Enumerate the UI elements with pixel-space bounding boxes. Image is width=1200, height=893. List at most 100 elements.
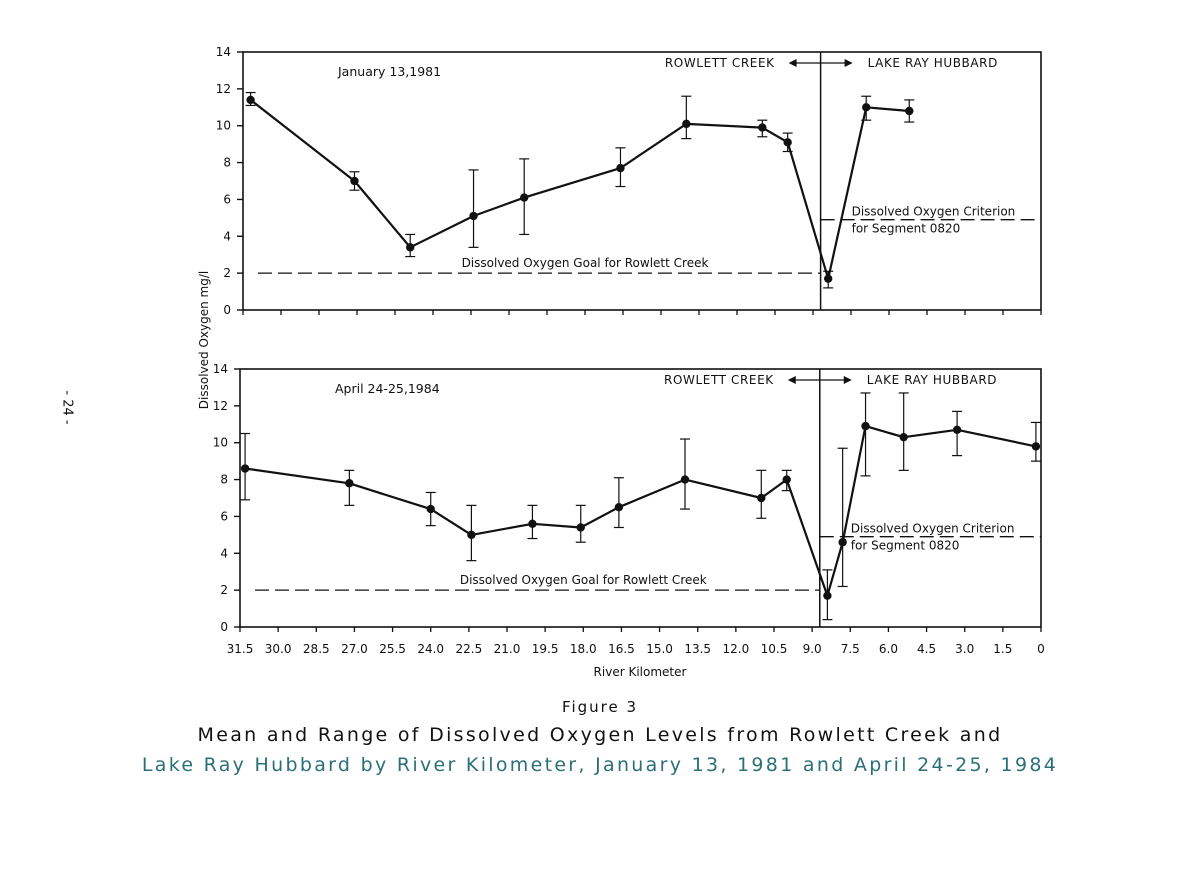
arrow-head-left	[788, 59, 797, 67]
data-point	[682, 119, 691, 129]
goal-label: Dissolved Oxygen Goal for Rowlett Creek	[462, 256, 709, 270]
x-tick-label: 4.5	[917, 642, 936, 656]
data-point	[862, 103, 871, 112]
error-bar	[680, 438, 690, 510]
data-point	[899, 432, 908, 442]
y-axis-label: Dissolved Oxygen mg/l	[197, 271, 211, 409]
data-point	[426, 504, 435, 514]
caption-line-1: Mean and Range of Dissolved Oxygen Level…	[197, 724, 1003, 746]
data-point	[406, 243, 415, 252]
chart-title: January 13,1981	[337, 64, 441, 79]
x-tick-label: 7.5	[841, 642, 860, 656]
x-tick-label: 18.0	[570, 642, 597, 656]
error-bar	[613, 477, 624, 529]
criterion-label-segment: for Segment 0820	[852, 222, 961, 236]
y-tick-label: 12	[213, 399, 228, 413]
data-point	[350, 176, 359, 186]
arrow-head-right	[844, 59, 853, 67]
region-label-creek: ROWLETT CREEK	[664, 373, 774, 387]
data-point	[758, 123, 767, 132]
x-tick-label: 25.5	[379, 642, 406, 656]
x-tick-label: 21.0	[494, 642, 521, 656]
error-bar	[344, 469, 355, 506]
data-point	[783, 138, 792, 147]
y-tick-label: 10	[216, 119, 231, 133]
caption-line-2: Lake Ray Hubbard by River Kilometer, Jan…	[141, 754, 1059, 776]
x-tick-label: 30.0	[265, 642, 292, 656]
data-point	[240, 464, 250, 473]
criterion-label-segment: for Segment 0820	[851, 539, 960, 553]
data-point	[782, 475, 791, 484]
x-axis: 31.5 30.0 28.5 27.0 25.5 24.0 22.5 21.0 19.5 18.0…	[227, 627, 1045, 656]
data-point	[528, 519, 537, 528]
data-point	[838, 538, 847, 547]
data-point	[1031, 442, 1041, 451]
chart-panel-1: 0 2 4 6 8 10 12 14 ROWLETT CREEK LAKE RAY HUBBARD…	[216, 45, 1042, 317]
error-bar	[1030, 421, 1041, 462]
x-tick-label: 28.5	[303, 642, 330, 656]
x-tick-label: 13.5	[684, 642, 711, 656]
series-line	[244, 425, 1037, 597]
x-tick-label: 3.0	[955, 642, 974, 656]
y-tick-label: 14	[213, 362, 228, 376]
error-bar	[468, 169, 479, 248]
data-point	[345, 479, 354, 488]
data-point	[246, 95, 255, 105]
data-point	[614, 503, 624, 512]
y-tick-label: 6	[223, 192, 231, 206]
arrow-head-left	[787, 376, 796, 384]
criterion-label: Dissolved Oxygen Criterion	[851, 522, 1015, 536]
data-point	[680, 475, 690, 484]
region-label-lake: LAKE RAY HUBBARD	[868, 56, 998, 70]
y-axis: 0 2 4 6 8 10 12 14	[213, 362, 240, 634]
y-tick-label: 8	[220, 473, 228, 487]
region-label-creek: ROWLETT CREEK	[665, 56, 775, 70]
y-tick-label: 8	[223, 156, 231, 170]
y-tick-label: 10	[213, 436, 228, 450]
x-tick-label: 6.0	[879, 642, 898, 656]
data-point	[616, 163, 625, 173]
y-tick-label: 2	[223, 266, 231, 280]
x-tick-label: 19.5	[532, 642, 559, 656]
error-bar	[837, 447, 848, 588]
y-tick-label: 14	[216, 45, 231, 59]
data-point	[576, 523, 585, 532]
data-point	[469, 211, 478, 221]
data-point	[905, 106, 914, 116]
x-tick-label: 0	[1037, 642, 1045, 656]
y-tick-label: 0	[223, 303, 231, 317]
data-point	[824, 274, 833, 283]
data-point	[757, 493, 766, 503]
y-tick-label: 4	[223, 229, 231, 243]
error-bar	[860, 392, 871, 477]
data-point	[823, 591, 832, 600]
arrow-head-right	[843, 376, 852, 384]
y-tick-label: 4	[220, 546, 228, 560]
x-tick-label: 27.0	[341, 642, 368, 656]
x-tick-label: 24.0	[417, 642, 444, 656]
data-point	[520, 193, 529, 202]
criterion-label: Dissolved Oxygen Criterion	[852, 205, 1016, 219]
x-tick-label: 9.0	[803, 642, 822, 656]
y-tick-label: 2	[220, 583, 228, 597]
x-tick-label: 22.5	[455, 642, 482, 656]
x-tick-label: 15.0	[646, 642, 673, 656]
data-point	[861, 421, 870, 431]
plot-frame	[239, 368, 1042, 628]
error-bar	[898, 392, 909, 471]
figure-label: Figure 3	[561, 698, 639, 716]
y-axis: 0 2 4 6 8 10 12 14	[216, 45, 243, 317]
y-tick-label: 6	[220, 509, 228, 523]
x-axis	[242, 310, 1042, 315]
x-axis-label: River Kilometer	[594, 665, 687, 679]
series-line	[249, 99, 910, 280]
x-tick-label: 12.0	[722, 642, 749, 656]
region-label-lake: LAKE RAY HUBBARD	[867, 373, 997, 387]
x-tick-label: 16.5	[608, 642, 635, 656]
chart-panel-2: 0 2 4 6 8 10 12 14 31.5 30.0 28.5 27.0 25.5 24.0 22.5 2…	[213, 362, 1045, 656]
x-tick-label: 31.5	[227, 642, 254, 656]
y-tick-label: 12	[216, 82, 231, 96]
goal-label: Dissolved Oxygen Goal for Rowlett Creek	[460, 573, 707, 587]
data-point	[467, 530, 476, 540]
